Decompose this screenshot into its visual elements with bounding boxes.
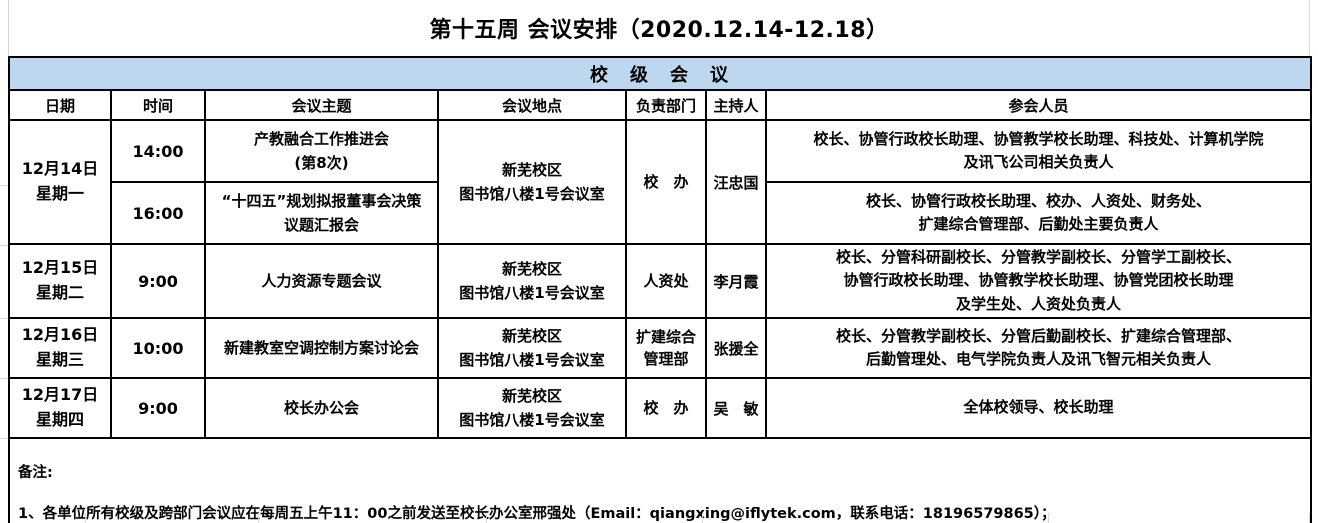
department-cell: 扩建综合 管理部	[625, 317, 707, 379]
gridline	[0, 185, 8, 186]
gridline	[1309, 0, 1310, 56]
host-cell: 李月霞	[705, 243, 767, 319]
location-cell: 新芜校区 图书馆八楼1号会议室	[437, 243, 627, 319]
department-cell: 校 办	[625, 119, 707, 245]
table-row: 16:00 “十四五”规划拟报董事会决策 议题汇报会 校长、协管行政校长助理、校…	[9, 181, 1313, 245]
gridline	[0, 318, 8, 319]
time-cell: 9:00	[110, 377, 206, 439]
participants-cell: 校长、协管行政校长助理、校办、人资处、财务处、 扩建综合管理部、后勤处主要负责人	[764, 181, 1313, 245]
location-cell: 新芜校区 图书馆八楼1号会议室	[437, 377, 627, 439]
gridline	[0, 245, 8, 246]
notes-row: 备注: 1、各单位所有校级及跨部门会议应在每周五上午11：00之前发送至校长办公…	[7, 436, 1313, 523]
topic-cell: “十四五”规划拟报董事会决策 议题汇报会	[204, 181, 439, 245]
date-cell: 12月14日 星期一	[8, 119, 112, 245]
notes-item-1: 1、各单位所有校级及跨部门会议应在每周五上午11：00之前发送至校长办公室邢强处…	[18, 506, 1056, 523]
topic-cell: 校长办公会	[204, 377, 439, 439]
topic-cell: 人力资源专题会议	[204, 243, 439, 319]
notes-label: 备注:	[18, 465, 53, 481]
topic-cell: 产教融合工作推进会 (第8次)	[204, 119, 439, 183]
table-row: 12月15日 星期二 9:00 人力资源专题会议 新芜校区 图书馆八楼1号会议室…	[8, 243, 1313, 319]
time-cell: 16:00	[110, 181, 206, 245]
participants-cell: 校长、分管教学副校长、分管后勤副校长、扩建综合管理部、 后勤管理处、电气学院负责…	[764, 317, 1313, 379]
col-header-participants: 参会人员	[764, 89, 1313, 121]
location-cell: 新芜校区 图书馆八楼1号会议室	[437, 317, 627, 379]
col-header-topic: 会议主题	[204, 89, 439, 121]
gridline	[0, 378, 8, 379]
column-header-row: 日期 时间 会议主题 会议地点 负责部门 主持人 参会人员	[8, 89, 1313, 121]
time-cell: 14:00	[110, 119, 206, 183]
topic-cell: 新建教室空调控制方案讨论会	[204, 317, 439, 379]
meeting-schedule-table: 校 级 会 议 日期 时间 会议主题 会议地点 负责部门 主持人 参会人员 12…	[7, 56, 1313, 523]
gridline	[258, 513, 259, 523]
host-cell: 汪忠国	[705, 119, 767, 245]
table-row: 12月17日 星期四 9:00 校长办公会 新芜校区 图书馆八楼1号会议室 校 …	[8, 377, 1313, 439]
notes-cell: 备注: 1、各单位所有校级及跨部门会议应在每周五上午11：00之前发送至校长办公…	[7, 436, 1313, 523]
date-cell: 12月16日 星期三	[8, 317, 112, 379]
date-cell: 12月17日 星期四	[8, 377, 112, 439]
date-cell: 12月15日 星期二	[8, 243, 112, 319]
col-header-host: 主持人	[705, 89, 767, 121]
department-cell: 校 办	[625, 377, 707, 439]
col-header-location: 会议地点	[437, 89, 627, 121]
participants-cell: 全体校领导、校长助理	[764, 377, 1313, 439]
participants-cell: 校长、协管行政校长助理、协管教学校长助理、科技处、计算机学院 及讯飞公司相关负责…	[764, 119, 1313, 183]
col-header-date: 日期	[8, 89, 112, 121]
col-header-department: 负责部门	[625, 89, 707, 121]
gridline	[1309, 513, 1310, 523]
section-header-row: 校 级 会 议	[7, 56, 1313, 91]
location-cell: 新芜校区 图书馆八楼1号会议室	[437, 119, 627, 245]
host-cell: 张援全	[705, 317, 767, 379]
gridline	[1048, 513, 1049, 523]
gridline	[8, 0, 9, 56]
table-row: 12月14日 星期一 14:00 产教融合工作推进会 (第8次) 新芜校区 图书…	[8, 119, 1313, 245]
page-title: 第十五周 会议安排（2020.12.14-12.18）	[429, 18, 889, 43]
table-row: 12月16日 星期三 10:00 新建教室空调控制方案讨论会 新芜校区 图书馆八…	[8, 317, 1313, 379]
host-cell: 吴 敏	[705, 377, 767, 439]
section-header: 校 级 会 议	[7, 56, 1313, 91]
col-header-time: 时间	[110, 89, 206, 121]
department-cell: 人资处	[625, 243, 707, 319]
gridline	[486, 513, 487, 523]
gridline	[702, 513, 703, 523]
time-cell: 10:00	[110, 317, 206, 379]
participants-cell: 校长、分管科研副校长、分管教学副校长、分管学工副校长、 协管行政校长助理、协管教…	[764, 243, 1313, 319]
gridline	[0, 438, 8, 439]
time-cell: 9:00	[110, 243, 206, 319]
gridline	[85, 513, 86, 523]
